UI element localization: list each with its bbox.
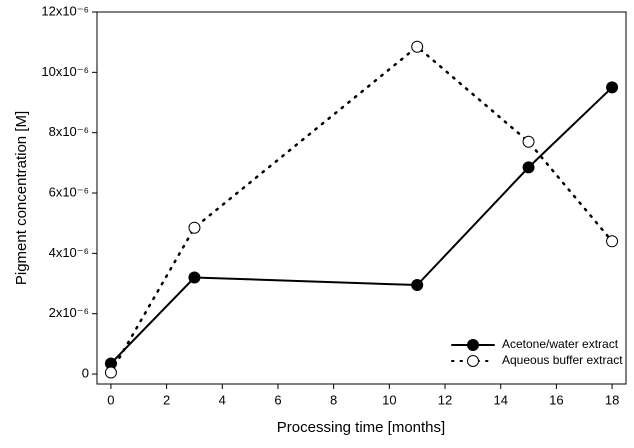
y-tick-label: 10x10⁻⁶ <box>41 64 89 79</box>
data-point <box>411 40 424 53</box>
series-line <box>109 86 614 365</box>
series-line <box>109 45 614 374</box>
y-tick-label: 8x10⁻⁶ <box>49 124 89 139</box>
data-point <box>411 279 424 292</box>
x-tick-label: 0 <box>107 392 114 407</box>
x-tick-label: 18 <box>605 392 619 407</box>
data-point <box>104 366 117 379</box>
x-tick-label: 2 <box>163 392 170 407</box>
x-tick-label: 8 <box>330 392 337 407</box>
plot-frame <box>96 11 627 385</box>
y-tick-label: 6x10⁻⁶ <box>49 184 89 199</box>
legend-marker <box>467 355 479 367</box>
data-point <box>188 271 201 284</box>
y-tick-label: 2x10⁻⁶ <box>49 305 89 320</box>
data-point <box>606 235 619 248</box>
legend-text: Acetone/water extract <box>502 337 619 351</box>
legend-text: Aqueous buffer extract <box>502 353 623 367</box>
y-tick-label: 0 <box>82 365 89 380</box>
data-point <box>606 81 619 94</box>
data-point <box>522 161 535 174</box>
x-tick-label: 10 <box>382 392 396 407</box>
y-tick-label: 12x10⁻⁶ <box>41 3 89 18</box>
x-tick-label: 6 <box>274 392 281 407</box>
x-tick-label: 16 <box>549 392 563 407</box>
x-tick-label: 14 <box>493 392 507 407</box>
y-tick-label: 4x10⁻⁶ <box>49 245 89 260</box>
x-tick-label: 4 <box>219 392 226 407</box>
legend-marker <box>467 339 479 351</box>
y-axis-label: Pigment concentration [M] <box>13 111 30 285</box>
data-point <box>188 221 201 234</box>
x-axis-label: Processing time [months] <box>277 419 445 436</box>
x-tick-label: 12 <box>438 392 452 407</box>
data-point <box>522 135 535 148</box>
